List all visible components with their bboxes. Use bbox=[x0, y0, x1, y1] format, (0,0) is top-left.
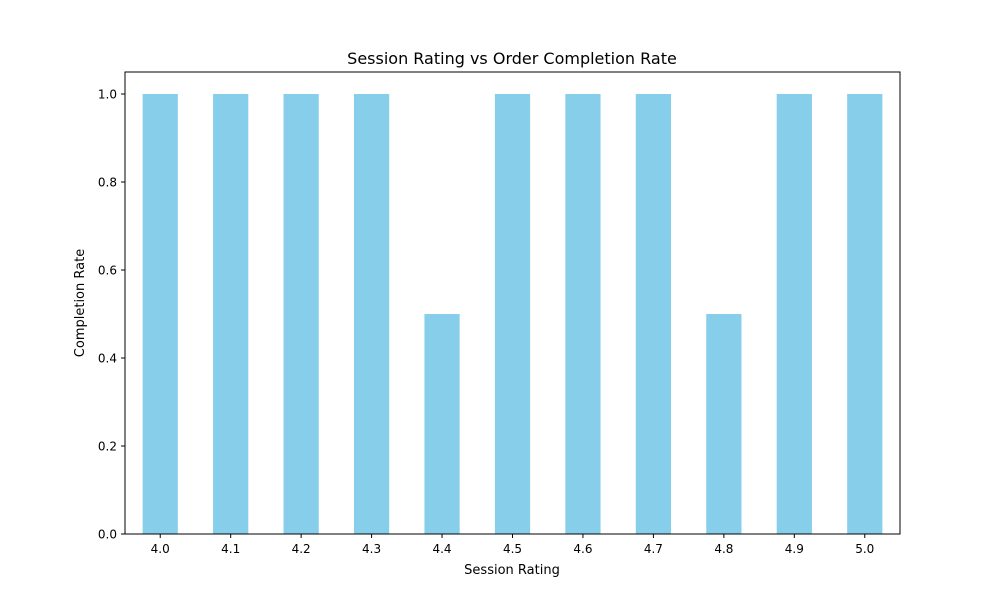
chart-title: Session Rating vs Order Completion Rate bbox=[347, 49, 677, 68]
y-tick-label: 0.4 bbox=[98, 352, 117, 366]
bar bbox=[283, 94, 319, 534]
y-axis-label: Completion Rate bbox=[73, 249, 88, 357]
y-tick-label: 0.8 bbox=[98, 176, 117, 190]
x-axis: 4.0 4.1 4.2 4.3 4.4 4.5 4.6 4.7 4.8 4.9 5.0 bbox=[151, 534, 874, 556]
bar bbox=[142, 94, 178, 534]
x-tick-label: 4.4 bbox=[432, 542, 451, 556]
bars-group bbox=[142, 94, 883, 534]
plot-frame bbox=[124, 71, 901, 535]
x-tick-label: 4.0 bbox=[151, 542, 170, 556]
bar bbox=[847, 94, 883, 534]
bar bbox=[213, 94, 249, 534]
y-tick-label: 0.0 bbox=[98, 528, 117, 542]
x-tick-label: 4.9 bbox=[785, 542, 804, 556]
x-tick-label: 4.5 bbox=[503, 542, 522, 556]
y-tick-label: 0.2 bbox=[98, 440, 117, 454]
x-tick-label: 4.3 bbox=[362, 542, 381, 556]
bar bbox=[565, 94, 601, 534]
x-axis-label: Session Rating bbox=[464, 563, 560, 578]
x-tick-label: 4.7 bbox=[644, 542, 663, 556]
y-axis: 0.0 0.2 0.4 0.6 0.8 1.0 bbox=[98, 88, 125, 542]
bar bbox=[706, 314, 742, 534]
bar bbox=[494, 94, 531, 534]
y-tick-label: 1.0 bbox=[98, 88, 117, 102]
bar bbox=[635, 94, 672, 534]
bar bbox=[424, 314, 460, 534]
bar bbox=[353, 94, 390, 534]
bar bbox=[776, 94, 812, 534]
x-tick-label: 4.8 bbox=[714, 542, 733, 556]
x-tick-label: 5.0 bbox=[855, 542, 874, 556]
y-tick-label: 0.6 bbox=[98, 264, 117, 278]
x-tick-label: 4.6 bbox=[573, 542, 592, 556]
x-tick-label: 4.1 bbox=[221, 542, 240, 556]
x-tick-label: 4.2 bbox=[292, 542, 311, 556]
